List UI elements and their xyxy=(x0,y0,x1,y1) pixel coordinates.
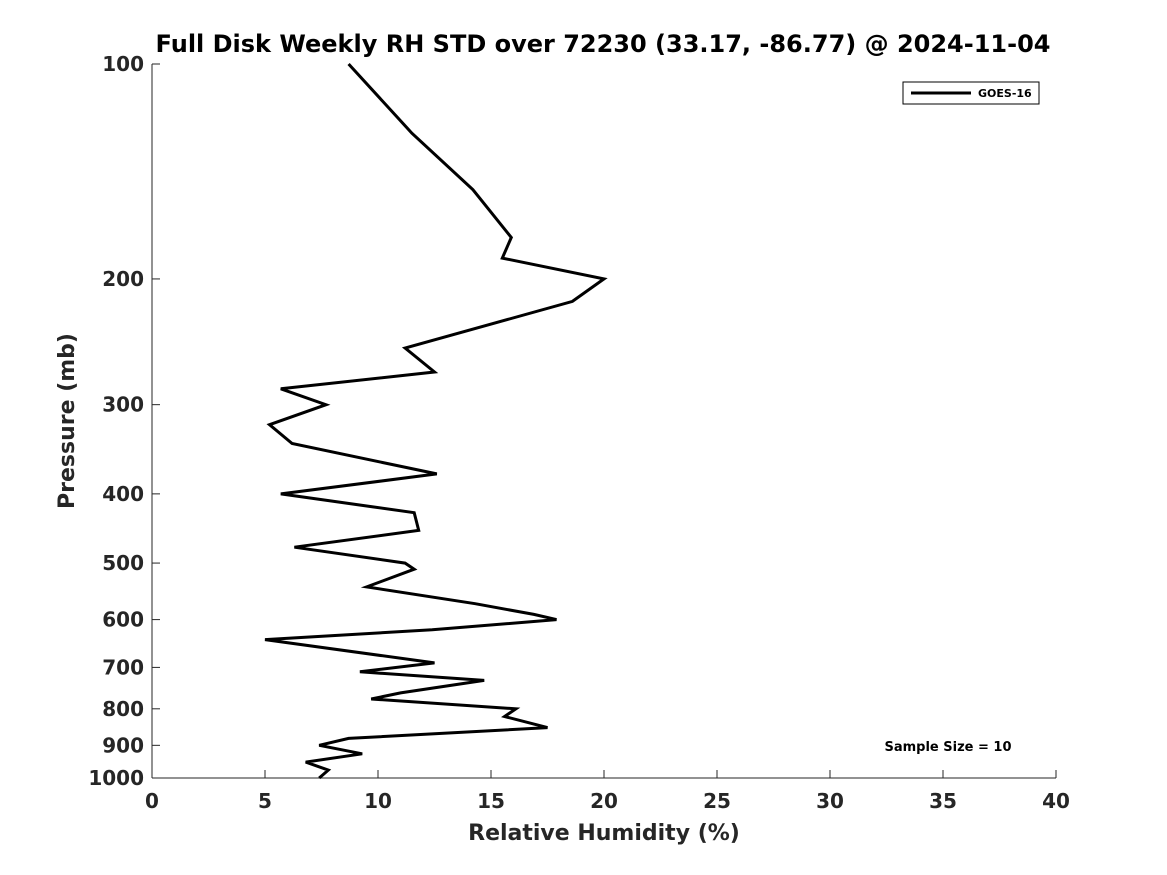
y-tick-label: 800 xyxy=(102,697,144,721)
x-axis-label: Relative Humidity (%) xyxy=(468,821,740,846)
y-tick-label: 600 xyxy=(102,608,144,632)
series-layer xyxy=(264,62,608,780)
chart-title: Full Disk Weekly RH STD over 72230 (33.1… xyxy=(156,30,1051,58)
x-tick-label: 35 xyxy=(929,789,957,813)
x-tick-label: 5 xyxy=(258,789,272,813)
y-tick-label: 500 xyxy=(102,551,144,575)
y-tick-label: 100 xyxy=(102,52,144,76)
y-axis: 100 200 300 400 500 600 700 800 900 1000 xyxy=(88,52,160,790)
x-tick-label: 25 xyxy=(703,789,731,813)
y-tick-label: 400 xyxy=(102,482,144,506)
plot-area xyxy=(151,64,1056,779)
y-tick-label: 200 xyxy=(102,267,144,291)
sample-size-annotation: Sample Size = 10 xyxy=(884,740,1011,755)
x-tick-label: 40 xyxy=(1042,789,1070,813)
legend: GOES-16 xyxy=(902,81,1040,105)
x-tick-label: 30 xyxy=(816,789,844,813)
x-tick-label: 20 xyxy=(590,789,618,813)
x-tick-label: 15 xyxy=(477,789,505,813)
y-tick-label: 300 xyxy=(102,393,144,417)
x-tick-label: 0 xyxy=(145,789,159,813)
y-tick-label: 1000 xyxy=(88,766,144,790)
x-tick-label: 10 xyxy=(364,789,392,813)
y-axis-label: Pressure (mb) xyxy=(55,333,80,509)
y-tick-label: 700 xyxy=(102,655,144,679)
series-line-goes-16 xyxy=(264,62,608,780)
x-axis: 0 5 10 15 20 25 30 35 40 xyxy=(145,770,1070,813)
y-tick-label: 900 xyxy=(102,733,144,757)
legend-label-goes-16: GOES-16 xyxy=(978,87,1032,100)
